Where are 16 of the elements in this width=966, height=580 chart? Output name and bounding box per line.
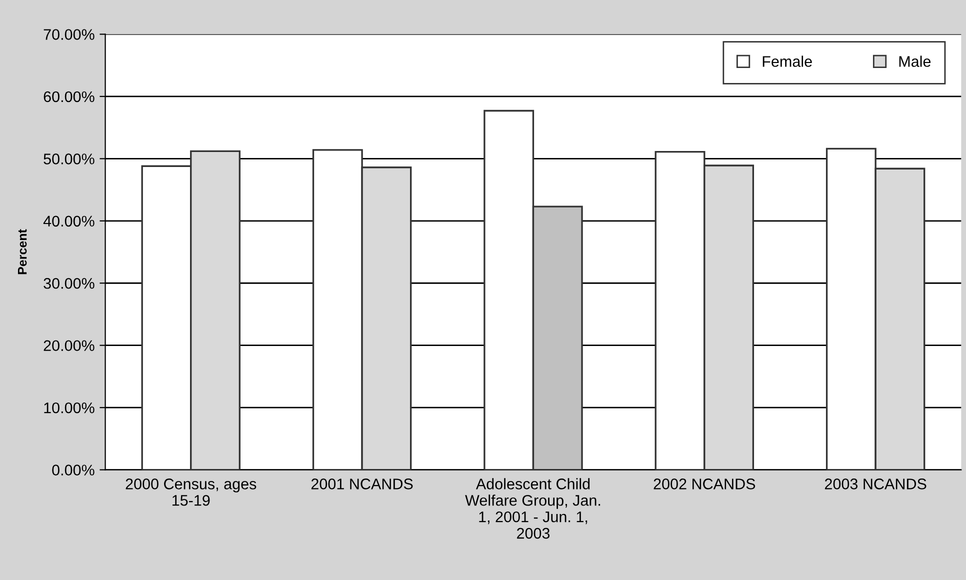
x-tick-label: 2002 NCANDS — [654, 478, 756, 490]
x-tick-label: Adolescent Child Welfare Group, Jan. 1, 2001 - Jun. 1, 2003 — [465, 478, 600, 539]
x-tick-label: 2001 NCANDS — [311, 478, 413, 490]
y-tick-label: 50.00% — [44, 154, 94, 164]
x-tick-label: 2003 NCANDS — [824, 478, 926, 490]
y-tick-label: 10.00% — [44, 402, 94, 414]
y-tick-label: 70.00% — [44, 29, 94, 40]
y-tick-label: 0.00% — [52, 464, 94, 476]
y-axis-title: Percent — [18, 229, 27, 274]
legend-label: Male — [899, 56, 931, 67]
y-tick-label: 30.00% — [44, 278, 94, 289]
y-tick-label: 60.00% — [44, 91, 94, 102]
y-tick-label: 40.00% — [43, 216, 94, 227]
y-tick-label: 20.00% — [44, 340, 94, 352]
x-tick-label: 2000 Census, ages 15-19 — [126, 478, 256, 506]
legend-label: Female — [762, 56, 812, 67]
